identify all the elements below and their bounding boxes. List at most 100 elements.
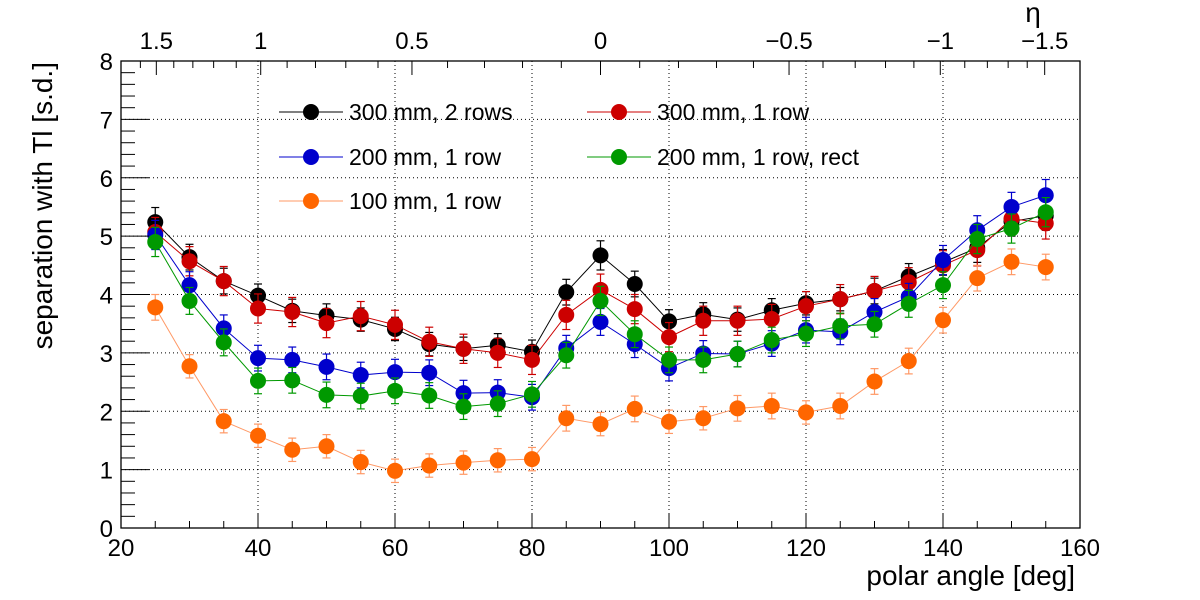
axes: 20 40 60 80 100 120 140 160 0 1 2 3 4 5 6 7 8 1.5 1 0.5 0 −0.… [100, 28, 1100, 562]
data-point [661, 313, 677, 330]
data-point [250, 350, 266, 367]
data-point [455, 398, 472, 415]
top-tick-label: −0.5 [765, 28, 812, 55]
y-tick-label: 2 [100, 399, 113, 426]
data-point [661, 329, 677, 346]
data-point [626, 400, 643, 417]
legend-marker [611, 149, 627, 165]
data-point [1003, 220, 1020, 237]
y-tick-label: 0 [100, 516, 113, 543]
data-point [832, 291, 849, 308]
data-point [969, 231, 986, 248]
legend-entry: 300 mm, 2 rows [279, 99, 513, 125]
y-tick-label: 6 [100, 166, 113, 193]
top-axis-title-eta: η [1025, 0, 1041, 28]
data-point [1037, 187, 1054, 204]
x-tick-label: 40 [245, 535, 272, 562]
data-point [489, 395, 506, 412]
legend-entry: 200 mm, 1 row [279, 144, 501, 170]
data-point [558, 284, 575, 301]
data-point [900, 353, 917, 370]
data-point [489, 452, 506, 469]
top-tick-label: 1.5 [140, 28, 173, 55]
data-point [729, 346, 746, 363]
y-tick-label: 5 [100, 224, 113, 251]
y-tick-label: 1 [100, 458, 113, 485]
data-point [215, 413, 232, 430]
data-point [215, 273, 232, 290]
data-point [284, 441, 301, 458]
data-point [626, 275, 643, 292]
data-point [318, 315, 335, 332]
data-point [900, 295, 917, 312]
legend: 300 mm, 2 rows 300 mm, 1 row 200 mm, 1 row… [279, 99, 860, 214]
data-point [421, 457, 438, 474]
data-point [763, 332, 780, 349]
data-point [969, 270, 986, 287]
data-point [421, 333, 438, 350]
legend-entry: 200 mm, 1 row, rect [587, 144, 860, 170]
data-point [592, 292, 609, 309]
y-tick-label: 4 [100, 283, 113, 310]
data-point [866, 316, 883, 333]
data-point [284, 304, 301, 321]
legend-label: 300 mm, 2 rows [349, 99, 513, 125]
data-point [763, 311, 780, 328]
data-point [695, 351, 712, 368]
data-point [387, 316, 403, 333]
data-point [729, 312, 746, 329]
data-point [284, 351, 301, 368]
data-point [387, 382, 403, 399]
data-point [352, 308, 369, 325]
data-point [524, 351, 540, 368]
data-point [250, 300, 266, 317]
data-point [558, 347, 575, 364]
data-point [147, 299, 164, 316]
data-point [592, 313, 609, 330]
data-point [626, 326, 643, 343]
data-point [318, 386, 335, 403]
data-point [866, 373, 883, 390]
data-point [695, 312, 712, 329]
data-point [592, 416, 609, 433]
data-point [935, 312, 951, 329]
data-point [695, 410, 712, 427]
data-point [524, 386, 540, 403]
data-point [1037, 259, 1054, 276]
data-point [352, 388, 369, 405]
data-point [250, 372, 266, 389]
data-point [661, 413, 677, 430]
data-point [763, 397, 780, 414]
legend-marker [303, 149, 319, 165]
legend-marker [303, 104, 319, 120]
top-tick-label: −1.5 [1021, 28, 1068, 55]
legend-label: 200 mm, 1 row, rect [657, 144, 860, 170]
series-layer [147, 178, 1054, 484]
data-point [489, 344, 506, 361]
data-point [832, 318, 849, 335]
data-point [558, 410, 575, 427]
x-tick-label: 160 [1060, 535, 1100, 562]
legend-label: 200 mm, 1 row [349, 144, 501, 170]
data-point [798, 298, 814, 315]
data-point [935, 252, 951, 269]
data-point [181, 292, 198, 309]
legend-label: 300 mm, 1 row [657, 99, 809, 125]
data-point [798, 325, 814, 342]
data-point [524, 451, 540, 468]
data-point [250, 427, 266, 444]
data-point [455, 340, 472, 357]
x-tick-label: 140 [923, 535, 963, 562]
data-point [455, 454, 472, 471]
series-300-mm-1-row [147, 202, 1054, 376]
data-point [181, 253, 198, 270]
data-point [421, 387, 438, 404]
top-tick-label: −1 [927, 28, 954, 55]
data-point [866, 282, 883, 299]
y-axis-title: separation with Tl [s.d.] [27, 62, 58, 349]
data-point [935, 277, 951, 294]
legend-entry: 100 mm, 1 row [279, 188, 501, 214]
data-point [1003, 253, 1020, 270]
x-tick-label: 120 [786, 535, 826, 562]
